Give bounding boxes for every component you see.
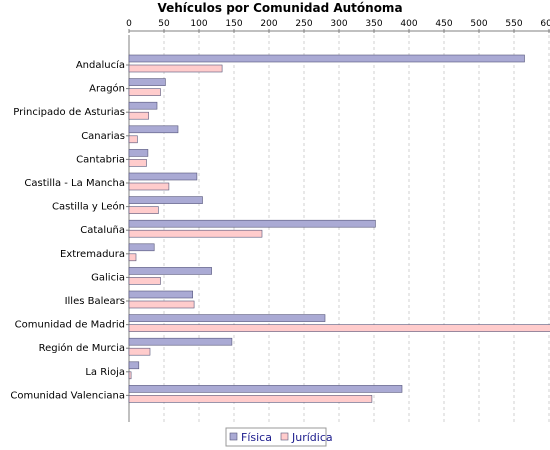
tick-label: 350	[365, 19, 382, 29]
category-label: Illes Balears	[65, 296, 125, 307]
category-label: Galicia	[91, 272, 125, 283]
axes	[126, 30, 550, 422]
bar-juridica	[128, 111, 149, 120]
tick-label: 550	[505, 19, 522, 29]
legend: Física Jurídica	[225, 427, 333, 447]
bar-juridica	[128, 182, 170, 191]
legend-box	[225, 427, 327, 447]
bar-juridica	[128, 347, 151, 356]
bar-fisica	[128, 196, 203, 204]
category-label: Comunidad de Madrid	[15, 320, 125, 331]
bar-juridica	[128, 229, 263, 238]
category-label: Extremadura	[60, 249, 125, 260]
tick-label: 250	[295, 19, 312, 29]
category-label: Cantabria	[76, 154, 125, 165]
bar-juridica	[128, 88, 161, 96]
bar-juridica	[128, 253, 137, 262]
legend-label: Física	[241, 431, 272, 444]
category-label: La Rioja	[85, 367, 125, 378]
bar-juridica	[128, 300, 195, 309]
category-label: Comunidad Valenciana	[10, 390, 125, 401]
tick-label: 0	[126, 19, 132, 29]
category-label: Región de Murcia	[39, 342, 125, 354]
category-label: Principado de Asturias	[13, 107, 125, 118]
tick-label: 400	[400, 19, 417, 29]
bar-fisica	[128, 314, 326, 322]
bar-juridica	[128, 371, 132, 380]
legend-label: Jurídica	[291, 431, 333, 444]
category-labels: Andalucía Aragón Principado de Asturias Can…	[10, 59, 125, 401]
bar-juridica	[128, 324, 550, 332]
tick-label: 100	[190, 19, 207, 29]
legend-swatch	[280, 432, 289, 441]
bar-fisica	[128, 101, 158, 110]
bar-juridica	[128, 159, 147, 167]
bar-juridica	[128, 206, 159, 214]
tick-label: 300	[330, 19, 347, 29]
tick-label: 500	[470, 19, 487, 29]
tick-label: 50	[158, 19, 170, 29]
bar-fisica	[128, 243, 155, 252]
tick-label: 600	[540, 19, 550, 29]
bar-fisica	[128, 219, 376, 228]
bar-fisica	[128, 337, 233, 346]
bar-juridica	[128, 277, 161, 285]
bars	[128, 54, 550, 403]
bar-fisica	[128, 78, 166, 86]
bar-fisica	[128, 361, 140, 370]
tick-label: 200	[260, 19, 277, 29]
category-label: Andalucía	[76, 59, 125, 71]
gridlines	[163, 35, 550, 422]
bar-fisica	[128, 149, 149, 157]
legend-swatch	[229, 432, 238, 441]
bar-fisica	[128, 385, 403, 393]
bar-juridica	[128, 395, 373, 403]
bar-fisica	[128, 290, 194, 299]
category-label: Aragón	[89, 83, 125, 95]
bar-fisica	[128, 267, 212, 275]
bar-juridica	[128, 135, 138, 144]
bar-juridica	[128, 64, 223, 73]
tick-label: 150	[225, 19, 242, 29]
bar-fisica	[128, 172, 198, 181]
category-label: Castilla - La Mancha	[24, 178, 125, 189]
category-label: Canarias	[81, 131, 125, 142]
x-axis-ticks: 0501001502002503003504004505005506006507…	[126, 19, 550, 33]
bar-fisica	[128, 54, 525, 63]
category-label: Castilla y León	[52, 201, 125, 213]
category-label: Cataluña	[80, 225, 125, 236]
bar-fisica	[128, 125, 179, 134]
tick-label: 450	[435, 19, 452, 29]
chart-title: Vehículos por Comunidad Autónoma	[157, 1, 402, 15]
